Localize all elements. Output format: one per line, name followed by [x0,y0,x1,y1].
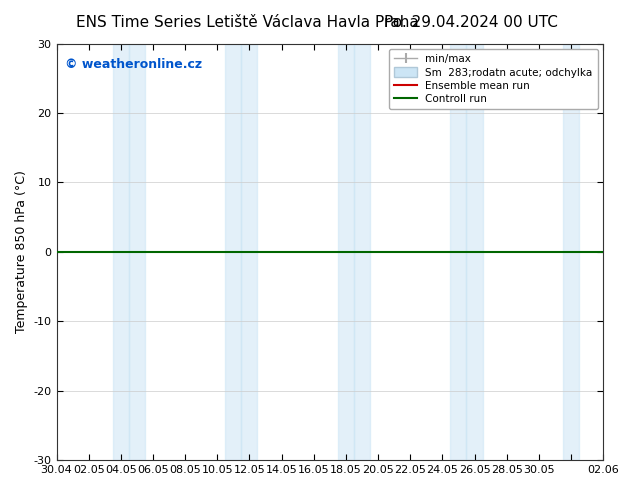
Bar [129,44,145,460]
Bar [113,44,129,460]
Text: © weatheronline.cz: © weatheronline.cz [65,58,202,71]
Bar [467,44,482,460]
Bar [450,44,467,460]
Bar [338,44,354,460]
Legend: min/max, Sm  283;rodatn acute; odchylka, Ensemble mean run, Controll run: min/max, Sm 283;rodatn acute; odchylka, … [389,49,598,109]
Text: ENS Time Series Letiště Václava Havla Praha: ENS Time Series Letiště Václava Havla Pr… [76,15,419,30]
Text: Po. 29.04.2024 00 UTC: Po. 29.04.2024 00 UTC [384,15,558,30]
Bar [563,44,579,460]
Bar [225,44,242,460]
Bar [354,44,370,460]
Bar [242,44,257,460]
Y-axis label: Temperature 850 hPa (°C): Temperature 850 hPa (°C) [15,171,28,333]
